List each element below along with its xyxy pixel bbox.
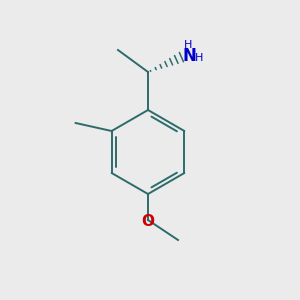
Text: O: O xyxy=(142,214,154,229)
Text: N: N xyxy=(182,47,196,65)
Text: H: H xyxy=(195,53,203,63)
Text: H: H xyxy=(184,40,192,50)
